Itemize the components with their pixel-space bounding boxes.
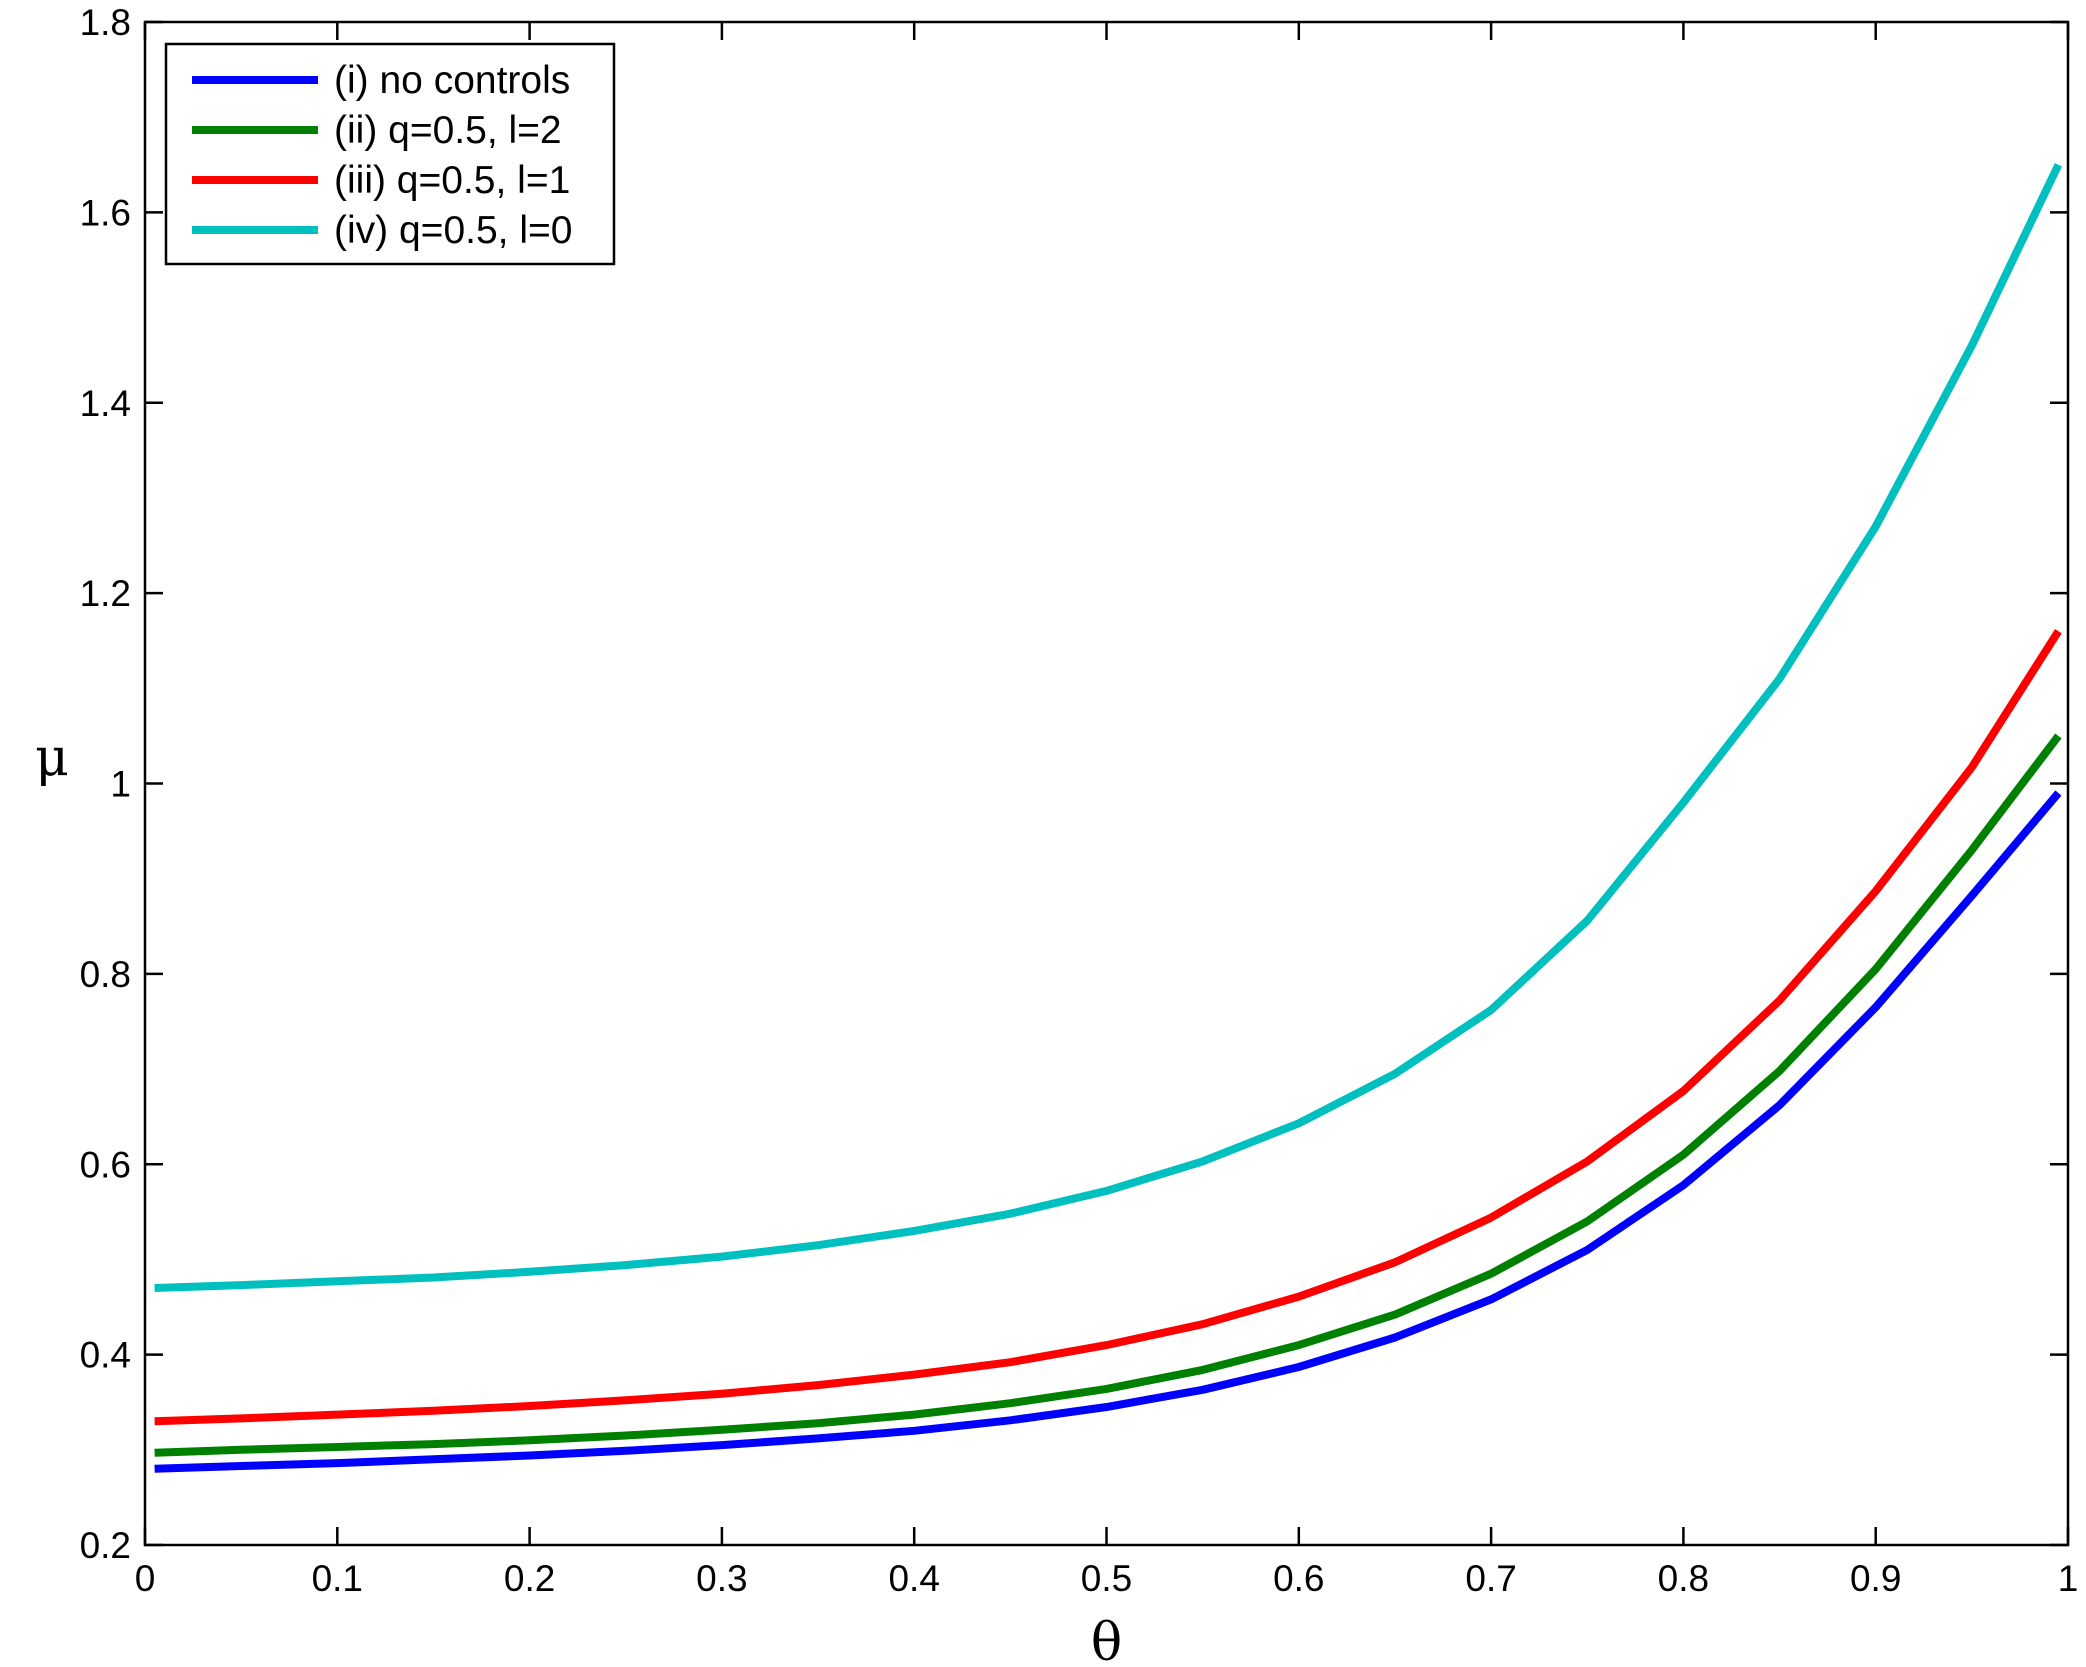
y-tick-label: 1.4	[80, 383, 131, 424]
x-tick-label: 0.2	[504, 1558, 555, 1599]
legend: (i) no controls (ii) q=0.5, l=2 (iii) q=0.…	[164, 42, 616, 266]
y-tick-label: 1	[110, 764, 131, 805]
series-line-3	[154, 629, 2062, 1426]
x-tick-label: 0.9	[1850, 1558, 1901, 1599]
x-tick-label: 0.3	[696, 1558, 747, 1599]
series-line-4	[154, 163, 2063, 1292]
series-line-2	[154, 733, 2062, 1457]
x-tick-label: 0.5	[1081, 1558, 1132, 1599]
series-layer	[154, 163, 2063, 1473]
series-line-1	[154, 790, 2062, 1473]
y-tick-label: 1.2	[80, 573, 131, 614]
x-tick-label: 0.6	[1273, 1558, 1324, 1599]
legend-label-4: (iv) q=0.5, l=0	[334, 209, 572, 252]
x-tick-label: 1	[2058, 1558, 2079, 1599]
y-tick-label: 1.6	[80, 192, 131, 233]
y-tick-label: 0.4	[80, 1335, 131, 1376]
tick-labels-layer: 0 0.1 0.2 0.3 0.4 0.5 0.6 0.7 0.8 0.9 1 0.2 0.4 0.6 0.…	[80, 2, 2079, 1599]
x-tick-label: 0.7	[1465, 1558, 1516, 1599]
legend-label-2: (ii) q=0.5, l=2	[334, 109, 562, 152]
y-tick-label: 0.6	[80, 1144, 131, 1185]
y-axis-label: μ	[35, 728, 69, 788]
x-tick-label: 0.4	[888, 1558, 939, 1599]
x-tick-label: 0	[135, 1558, 156, 1599]
legend-label-3: (iii) q=0.5, l=1	[334, 159, 570, 202]
y-tick-label: 0.8	[80, 954, 131, 995]
x-tick-label: 0.8	[1658, 1558, 1709, 1599]
y-tick-label: 1.8	[80, 2, 131, 43]
y-tick-label: 0.2	[80, 1525, 131, 1566]
legend-label-1: (i) no controls	[334, 59, 570, 102]
plot-frame	[143, 20, 2070, 1547]
x-axis-label: θ	[1091, 1613, 1122, 1667]
plot-area	[145, 22, 2068, 1545]
x-tick-label: 0.1	[312, 1558, 363, 1599]
